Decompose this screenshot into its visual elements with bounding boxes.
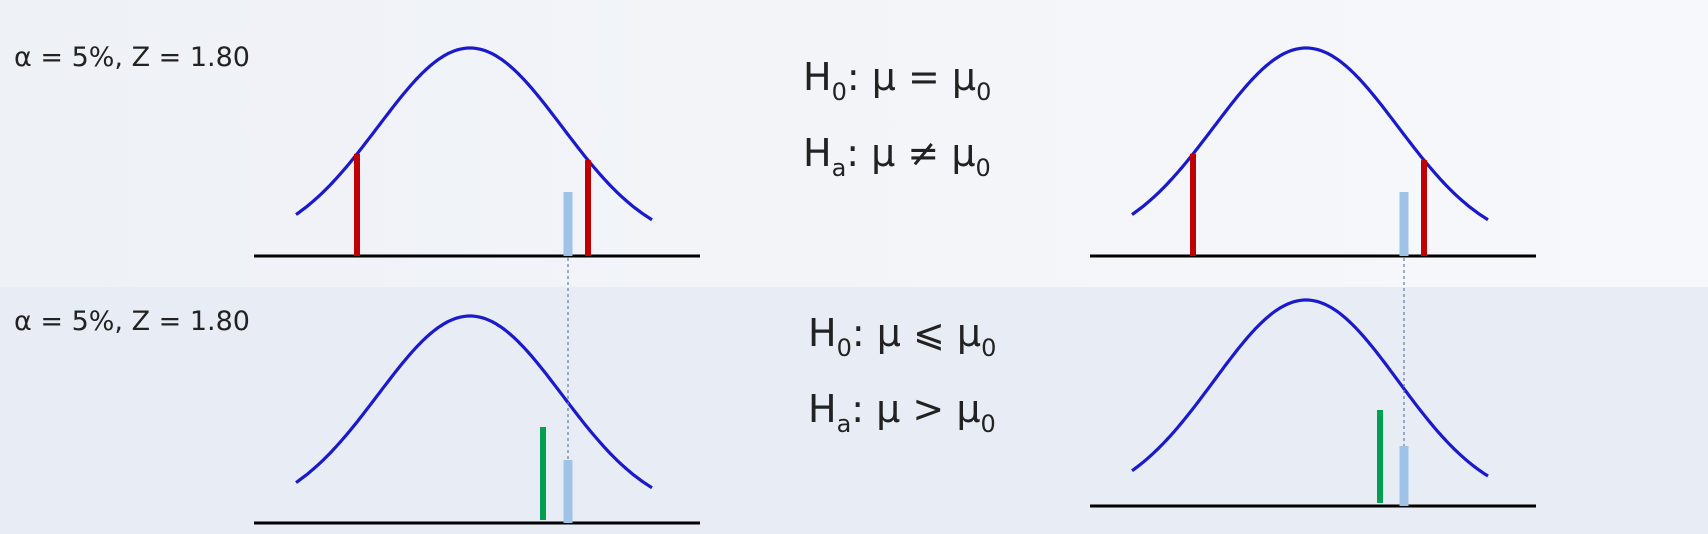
params-label-bottom: α = 5%, Z = 1.80 [14, 306, 250, 337]
normal-curve-top-right [1131, 46, 1489, 222]
params-label-top: α = 5%, Z = 1.80 [14, 42, 250, 73]
alternative-hypothesis-top: Ha: μ ≠ μ0 [803, 131, 991, 182]
null-hypothesis-bottom: H0: μ ⩽ μ0 [808, 311, 997, 362]
null-hypothesis-top: H0: μ = μ0 [803, 55, 992, 106]
normal-curve-top-left [295, 46, 653, 222]
alternative-hypothesis-bottom: Ha: μ > μ0 [808, 387, 996, 438]
bottom-band [0, 287, 1708, 534]
normal-curve-bottom-right [1131, 298, 1489, 478]
normal-curve-bottom-left [295, 314, 653, 490]
